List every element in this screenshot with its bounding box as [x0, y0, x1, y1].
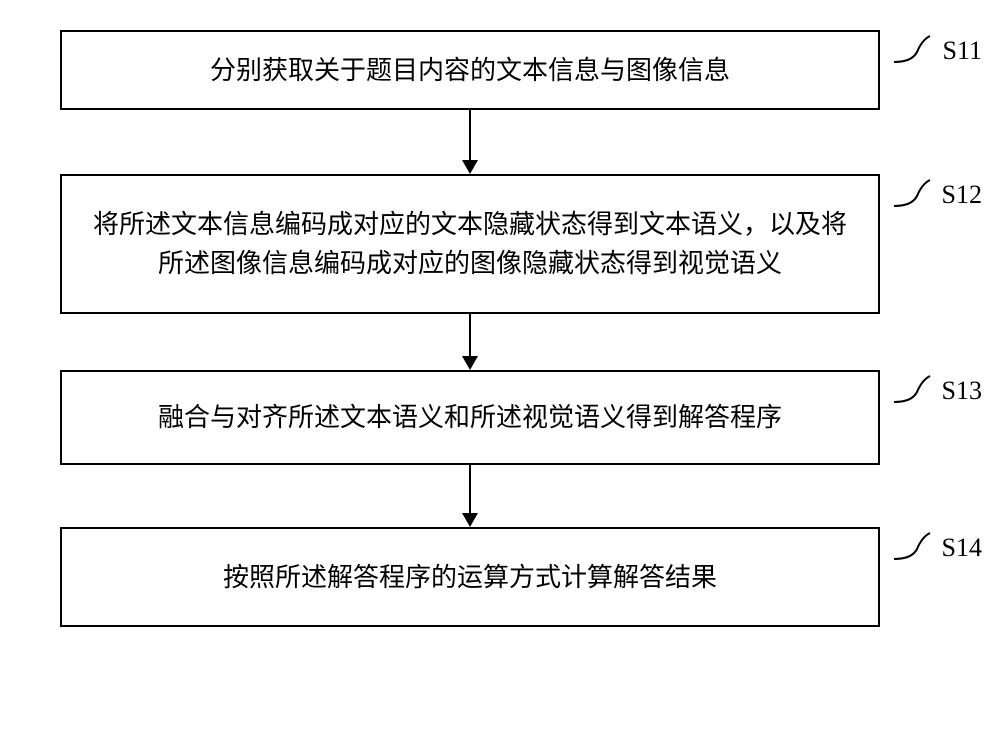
bracket-1 — [892, 34, 932, 64]
step-box-1: 分别获取关于题目内容的文本信息与图像信息 S11 — [60, 30, 880, 110]
arrow-2 — [462, 356, 478, 370]
step-label-4: S14 — [942, 533, 982, 563]
step-box-4: 按照所述解答程序的运算方式计算解答结果 S14 — [60, 527, 880, 627]
step-box-3: 融合与对齐所述文本语义和所述视觉语义得到解答程序 S13 — [60, 370, 880, 465]
step-text-2: 将所述文本信息编码成对应的文本隐藏状态得到文本语义，以及将所述图像信息编码成对应… — [92, 205, 848, 283]
bracket-3 — [892, 374, 932, 404]
connector-3 — [469, 465, 471, 513]
flowchart-container: 分别获取关于题目内容的文本信息与图像信息 S11 将所述文本信息编码成对应的文本… — [60, 30, 880, 627]
arrow-1 — [462, 160, 478, 174]
bracket-4 — [892, 531, 932, 561]
step-label-2: S12 — [942, 180, 982, 210]
connector-1 — [469, 110, 471, 160]
step-text-3: 融合与对齐所述文本语义和所述视觉语义得到解答程序 — [158, 398, 782, 437]
step-text-4: 按照所述解答程序的运算方式计算解答结果 — [223, 558, 717, 597]
step-label-1: S11 — [943, 36, 983, 66]
step-label-3: S13 — [942, 376, 982, 406]
connector-2 — [469, 314, 471, 356]
arrow-3 — [462, 513, 478, 527]
bracket-2 — [892, 178, 932, 208]
step-text-1: 分别获取关于题目内容的文本信息与图像信息 — [210, 51, 730, 90]
step-box-2: 将所述文本信息编码成对应的文本隐藏状态得到文本语义，以及将所述图像信息编码成对应… — [60, 174, 880, 314]
